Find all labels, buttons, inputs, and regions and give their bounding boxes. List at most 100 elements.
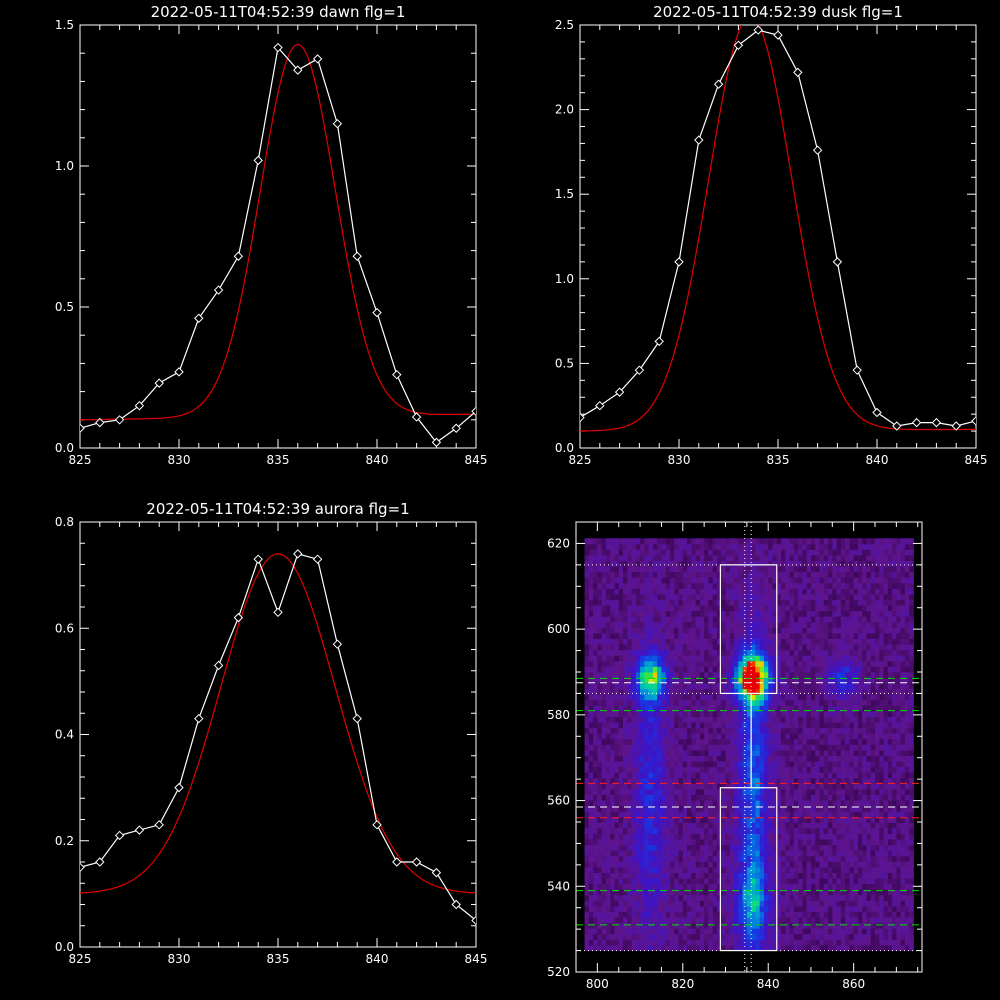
- heatmap-cell: [746, 688, 752, 695]
- heatmap-cell: [738, 833, 743, 840]
- heatmap-cell: [734, 699, 739, 706]
- heatmap-cell: [597, 761, 603, 768]
- heatmap-cell: [712, 945, 718, 951]
- heatmap-cell: [832, 839, 837, 846]
- heatmap-cell: [845, 789, 850, 795]
- heatmap-cell: [832, 538, 837, 545]
- heatmap-cell: [618, 766, 624, 773]
- heatmap-cell: [631, 649, 637, 656]
- heatmap-cell: [593, 655, 598, 662]
- heatmap-cell: [687, 755, 692, 762]
- heatmap-cell: [635, 543, 641, 550]
- heatmap-cell: [627, 783, 632, 790]
- heatmap-cell: [648, 766, 654, 773]
- heatmap-cell: [708, 711, 714, 717]
- heatmap-cell: [806, 917, 812, 924]
- heatmap-cell: [601, 660, 607, 667]
- heatmap-cell: [708, 828, 714, 834]
- heatmap-cell: [635, 883, 641, 890]
- heatmap-cell: [832, 644, 837, 651]
- heatmap-cell: [810, 783, 816, 790]
- heatmap-cell: [755, 872, 761, 879]
- heatmap-cell: [631, 538, 637, 545]
- heatmap-cell: [682, 911, 688, 918]
- heatmap-cell: [588, 755, 594, 762]
- heatmap-cell: [610, 939, 615, 946]
- heatmap-cell: [712, 722, 718, 729]
- heatmap-cell: [648, 683, 654, 690]
- heatmap-cell: [789, 883, 795, 890]
- heatmap-cell: [695, 917, 701, 924]
- heatmap-cell: [763, 816, 769, 823]
- heatmap-cell: [763, 917, 769, 924]
- heatmap-cell: [734, 677, 739, 684]
- heatmap-cell: [674, 850, 679, 857]
- y-tick-label: 0.6: [55, 621, 74, 635]
- heatmap-cell: [785, 549, 790, 556]
- heatmap-cell: [605, 844, 611, 851]
- heatmap-cell: [627, 672, 632, 678]
- heatmap-cell: [763, 794, 769, 801]
- heatmap-cell: [768, 738, 773, 745]
- heatmap-cell: [729, 660, 735, 667]
- heatmap-cell: [691, 777, 697, 784]
- data-point: [80, 423, 85, 433]
- heatmap-cell: [768, 889, 773, 896]
- data-point: [614, 387, 625, 397]
- heatmap-cell: [695, 805, 701, 812]
- heatmap-cell: [661, 883, 667, 890]
- heatmap-cell: [635, 777, 641, 784]
- heatmap-cell: [597, 621, 603, 628]
- heatmap-cell: [657, 883, 662, 890]
- heatmap-cell: [588, 833, 594, 840]
- heatmap-cell: [768, 543, 773, 550]
- heatmap-cell: [815, 872, 820, 879]
- heatmap-cell: [699, 867, 705, 873]
- heatmap-cell: [832, 783, 837, 790]
- heatmap-cell: [708, 555, 714, 561]
- heatmap-cell: [751, 571, 756, 578]
- heatmap-cell: [682, 621, 688, 628]
- heatmap-cell: [785, 750, 790, 756]
- heatmap-cell: [657, 644, 662, 651]
- heatmap-cell: [627, 605, 632, 612]
- heatmap-cell: [635, 839, 641, 846]
- heatmap-cell: [640, 750, 645, 756]
- heatmap-cell: [785, 805, 790, 812]
- heatmap-cell: [721, 816, 726, 823]
- heatmap-cell: [840, 560, 846, 567]
- heatmap-cell: [768, 666, 773, 673]
- heatmap-cell: [661, 549, 667, 556]
- heatmap-cell: [605, 789, 611, 795]
- heatmap-cell: [806, 783, 812, 790]
- heatmap-cell: [669, 917, 675, 924]
- heatmap-cell: [622, 733, 628, 740]
- heatmap-cell: [793, 917, 799, 924]
- heatmap-cell: [687, 861, 692, 868]
- heatmap-cell: [640, 610, 645, 617]
- heatmap-cell: [584, 566, 590, 573]
- heatmap-cell: [802, 566, 808, 573]
- heatmap-cell: [657, 543, 662, 550]
- heatmap-cell: [635, 805, 641, 812]
- heatmap-cell: [772, 616, 778, 623]
- heatmap-cell: [610, 738, 615, 745]
- heatmap-cell: [810, 816, 816, 823]
- heatmap-cell: [776, 750, 782, 756]
- heatmap-cell: [742, 588, 748, 595]
- heatmap-cell: [746, 666, 752, 673]
- heatmap-cell: [712, 599, 718, 606]
- heatmap-cell: [768, 811, 773, 818]
- heatmap-cell: [721, 727, 726, 734]
- heatmap-cell: [819, 733, 825, 740]
- heatmap-cell: [738, 705, 743, 712]
- heatmap-cell: [768, 560, 773, 567]
- heatmap-cell: [798, 660, 803, 667]
- heatmap-cell: [721, 805, 726, 812]
- heatmap-cell: [823, 772, 829, 779]
- heatmap-cell: [627, 861, 632, 868]
- heatmap-cell: [695, 900, 701, 907]
- heatmap-cell: [652, 811, 658, 818]
- heatmap-cell: [605, 577, 611, 584]
- heatmap-cell: [610, 616, 615, 623]
